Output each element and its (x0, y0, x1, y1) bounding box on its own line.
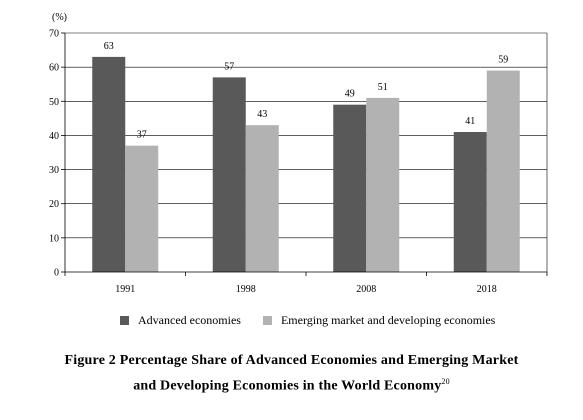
figure-caption: Figure 2 Percentage Share of Advanced Ec… (0, 350, 583, 397)
data-label-advanced-2018: 41 (465, 116, 475, 127)
data-labels: 63 37 57 43 49 51 41 59 (104, 41, 509, 141)
bars (92, 56, 520, 273)
data-label-emerging-2018: 59 (498, 55, 508, 66)
caption-line-2-wrap: and Developing Economies in the World Ec… (0, 371, 583, 397)
data-label-advanced-2008: 49 (345, 89, 355, 100)
y-tick-label-10: 10 (49, 233, 59, 244)
bar-emerging-2018 (486, 70, 520, 272)
caption-line-1: Figure 2 Percentage Share of Advanced Ec… (64, 353, 519, 368)
y-tick-label-0: 0 (54, 268, 59, 279)
legend-swatch-emerging (262, 316, 272, 325)
axes: 0 10 20 30 40 50 60 70 1991 1998 2008 2018 (49, 29, 548, 295)
legend-swatch-advanced (120, 316, 129, 325)
bar-emerging-1998 (245, 125, 279, 272)
chart: (%) 63 37 57 43 49 51 41 59 0 10 20 30 40 50 60 70 1991… (49, 12, 548, 295)
data-label-advanced-1991: 63 (104, 41, 114, 52)
legend-label-advanced: Advanced economies (138, 313, 241, 327)
y-unit-label: (%) (52, 12, 67, 23)
bar-emerging-1991 (125, 145, 159, 272)
x-tick-label-1991: 1991 (115, 284, 135, 295)
y-tick-label-50: 50 (49, 97, 59, 108)
legend-item-advanced: Advanced economies (120, 313, 241, 328)
y-tick-label-60: 60 (49, 63, 59, 74)
bar-advanced-1998 (212, 77, 246, 272)
caption-line-2: and Developing Economies in the World Ec… (133, 378, 442, 394)
y-tick-label-20: 20 (49, 199, 59, 210)
data-label-advanced-1998: 57 (224, 61, 234, 72)
legend-item-emerging: Emerging market and developing economies (262, 313, 496, 328)
x-tick-label-2008: 2008 (356, 284, 376, 295)
x-tick-label-1998: 1998 (236, 284, 256, 295)
data-label-emerging-1991: 37 (137, 130, 147, 141)
bar-advanced-2018 (453, 132, 487, 272)
y-tick-label-40: 40 (49, 131, 59, 142)
legend-label-emerging: Emerging market and developing economies (280, 313, 496, 327)
legend: Advanced economies Emerging market and d… (120, 313, 517, 328)
data-label-emerging-2008: 51 (378, 82, 388, 93)
y-tick-label-30: 30 (49, 165, 59, 176)
y-tick-label-70: 70 (49, 29, 59, 40)
caption-footnote: 20 (441, 377, 450, 386)
x-tick-label-2018: 2018 (477, 284, 497, 295)
bar-advanced-2008 (333, 104, 367, 272)
data-label-emerging-1998: 43 (257, 109, 267, 120)
bar-emerging-2008 (366, 97, 400, 272)
bar-advanced-1991 (92, 56, 126, 273)
